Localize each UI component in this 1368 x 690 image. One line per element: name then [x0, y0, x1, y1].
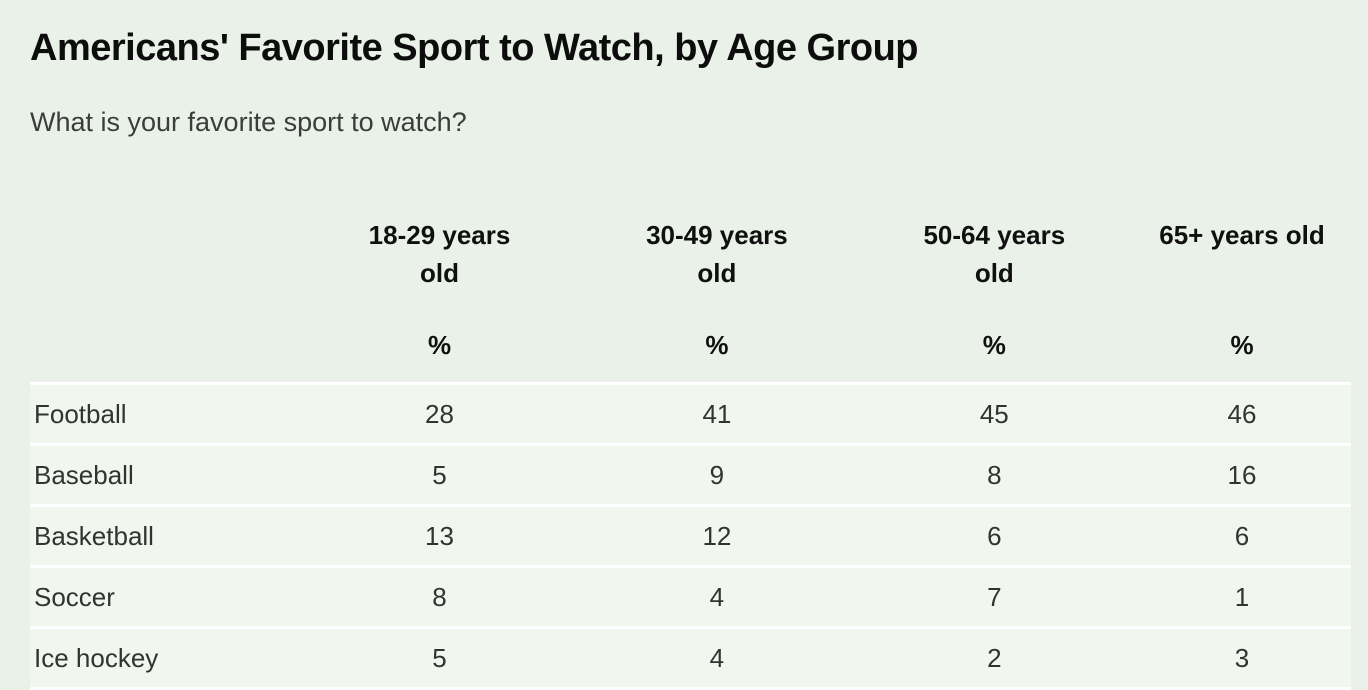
column-header-age-group: 30-49 years old — [578, 202, 855, 292]
cell-value: 41 — [578, 382, 856, 443]
column-header-age-group: 50-64 years old — [856, 202, 1133, 292]
table-header: 18-29 years old 30-49 years old 50-64 year… — [30, 202, 1351, 382]
favorite-sport-table: 18-29 years old 30-49 years old 50-64 year… — [30, 202, 1351, 690]
percent-unit-header: % — [705, 330, 729, 360]
cell-value: 7 — [855, 565, 1134, 626]
cell-value: 4 — [578, 626, 856, 690]
table-row: Football 28 41 45 46 — [30, 382, 1351, 443]
percent-unit-header: % — [1230, 330, 1254, 360]
unit-header-row: %%%% — [30, 292, 1351, 382]
column-header-age-group: 18-29 years old — [301, 202, 578, 292]
table-body: Football 28 41 45 46 Baseball 5 9 8 16 Basketball 1… — [30, 382, 1351, 690]
cell-value: 12 — [578, 504, 856, 565]
cell-value: 1 — [1133, 565, 1351, 626]
table-row: Ice hockey 5 4 2 3 — [30, 626, 1351, 690]
cell-value: 45 — [855, 382, 1134, 443]
column-header-label: 30-49 years old — [646, 220, 788, 288]
table-row: Baseball 5 9 8 16 — [30, 443, 1351, 504]
age-group-header-row: 18-29 years old 30-49 years old 50-64 year… — [30, 202, 1351, 292]
row-label: Football — [30, 382, 301, 443]
cell-value: 28 — [300, 382, 579, 443]
cell-value: 3 — [1133, 626, 1351, 690]
cell-value: 16 — [1133, 443, 1351, 504]
row-label: Basketball — [30, 504, 301, 565]
cell-value: 5 — [300, 626, 579, 690]
column-header-label: 18-29 years old — [368, 220, 511, 288]
corner-cell — [30, 202, 301, 292]
cell-value: 13 — [300, 504, 579, 565]
column-header-age-group: 65+ years old — [1133, 202, 1351, 292]
percent-unit-header: % — [982, 330, 1006, 360]
cell-value: 8 — [855, 443, 1134, 504]
cell-value: 2 — [855, 626, 1134, 690]
cell-value: 6 — [855, 504, 1134, 565]
column-header-label: 65+ years old — [1159, 220, 1325, 250]
row-label: Soccer — [30, 565, 301, 626]
row-label: Baseball — [30, 443, 301, 504]
cell-value: 5 — [300, 443, 579, 504]
column-header-label: 50-64 years old — [923, 220, 1066, 288]
corner-cell — [30, 292, 301, 382]
table-row: Soccer 8 4 7 1 — [30, 565, 1351, 626]
cell-value: 8 — [300, 565, 579, 626]
survey-question-subtitle: What is your favorite sport to watch? — [30, 107, 467, 137]
percent-unit-header: % — [427, 330, 452, 360]
cell-value: 9 — [578, 443, 856, 504]
page-title: Americans' Favorite Sport to Watch, by A… — [30, 27, 919, 69]
cell-value: 4 — [578, 565, 856, 626]
cell-value: 46 — [1133, 382, 1351, 443]
table-row: Basketball 13 12 6 6 — [30, 504, 1351, 565]
row-label: Ice hockey — [30, 626, 301, 690]
cell-value: 6 — [1133, 504, 1351, 565]
